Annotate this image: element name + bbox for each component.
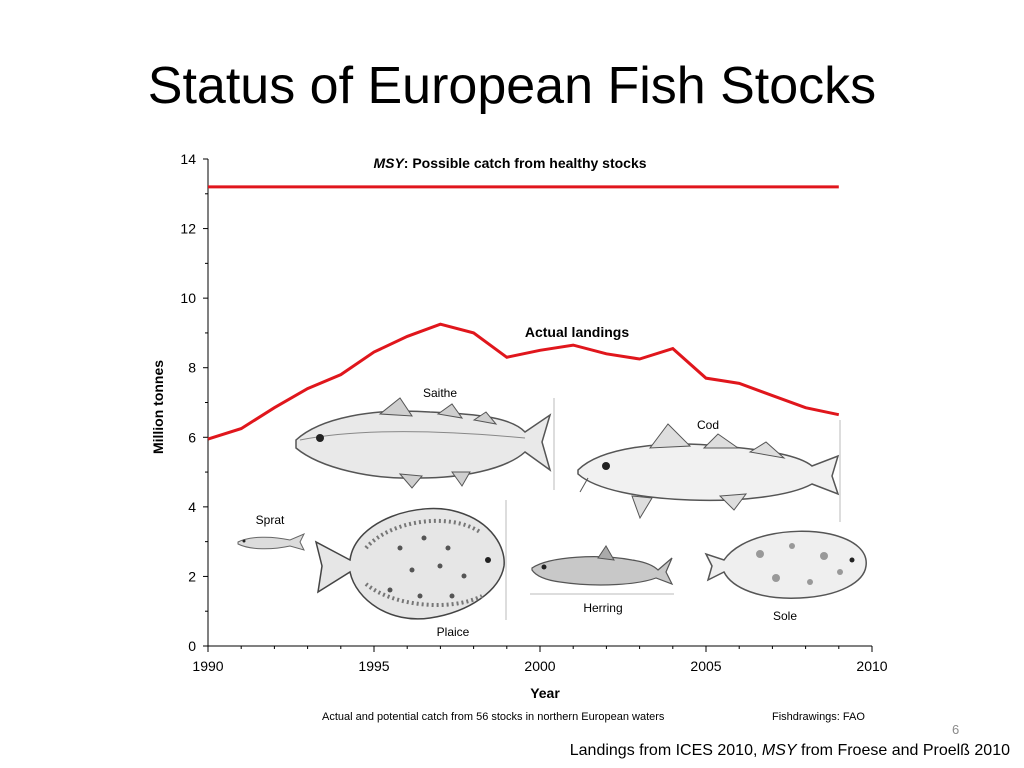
fish-label-cod: Cod (697, 418, 719, 432)
chart-credit: Fishdrawings: FAO (772, 711, 865, 723)
fish-label-saithe: Saithe (423, 386, 457, 400)
cod-illustration (577, 420, 841, 522)
sprat-illustration (237, 533, 306, 551)
herring-illustration (530, 545, 674, 595)
fish-label-herring: Herring (583, 601, 622, 615)
x-tick-label: 2010 (856, 658, 887, 674)
sole-illustration (704, 530, 867, 599)
slide-title: Status of European Fish Stocks (147, 57, 877, 115)
y-tick-label: 0 (188, 638, 196, 654)
series-line-actual-landings (207, 322, 840, 441)
fish-label-sole: Sole (773, 609, 797, 623)
fish-label-sprat: Sprat (256, 513, 285, 527)
source-part-1: Landings from ICES 2010, (569, 742, 758, 759)
saithe-illustration (295, 397, 555, 490)
series-label-actual-landings: Actual landings (525, 324, 629, 340)
source-msy-word: MSY (761, 742, 797, 759)
x-tick-label: 2005 (690, 658, 721, 674)
chart-footnote: Actual and potential catch from 56 stock… (322, 711, 665, 723)
plaice-illustration (314, 500, 507, 620)
y-tick-label: 8 (188, 360, 196, 376)
fish-label-plaice: Plaice (437, 625, 470, 639)
y-tick-label: 4 (188, 499, 196, 515)
x-tick-label: 1995 (358, 658, 389, 674)
fish-illustrations (237, 397, 867, 620)
source-part-2: from Froese and Proelß 2010 (801, 742, 1010, 759)
axis-ticks: 0 2 4 6 8 10 12 14 1990 1995 2000 2005 2010 (180, 151, 887, 674)
x-axis-label: Year (530, 685, 560, 701)
x-tick-label: 1990 (192, 658, 223, 674)
slide-number: 6 (952, 722, 960, 737)
y-tick-label: 2 (188, 568, 196, 584)
y-axis-label: Million tonnes (150, 360, 166, 454)
y-tick-label: 6 (188, 429, 196, 445)
source-citation: Landings from ICES 2010, MSY from Froese… (570, 742, 1010, 760)
y-tick-label: 10 (180, 290, 196, 306)
y-tick-label: 12 (180, 221, 196, 237)
x-tick-label: 2000 (524, 658, 555, 674)
series-label-msy: MSY: Possible catch from healthy stocks (373, 155, 646, 171)
y-tick-label: 14 (180, 151, 196, 167)
